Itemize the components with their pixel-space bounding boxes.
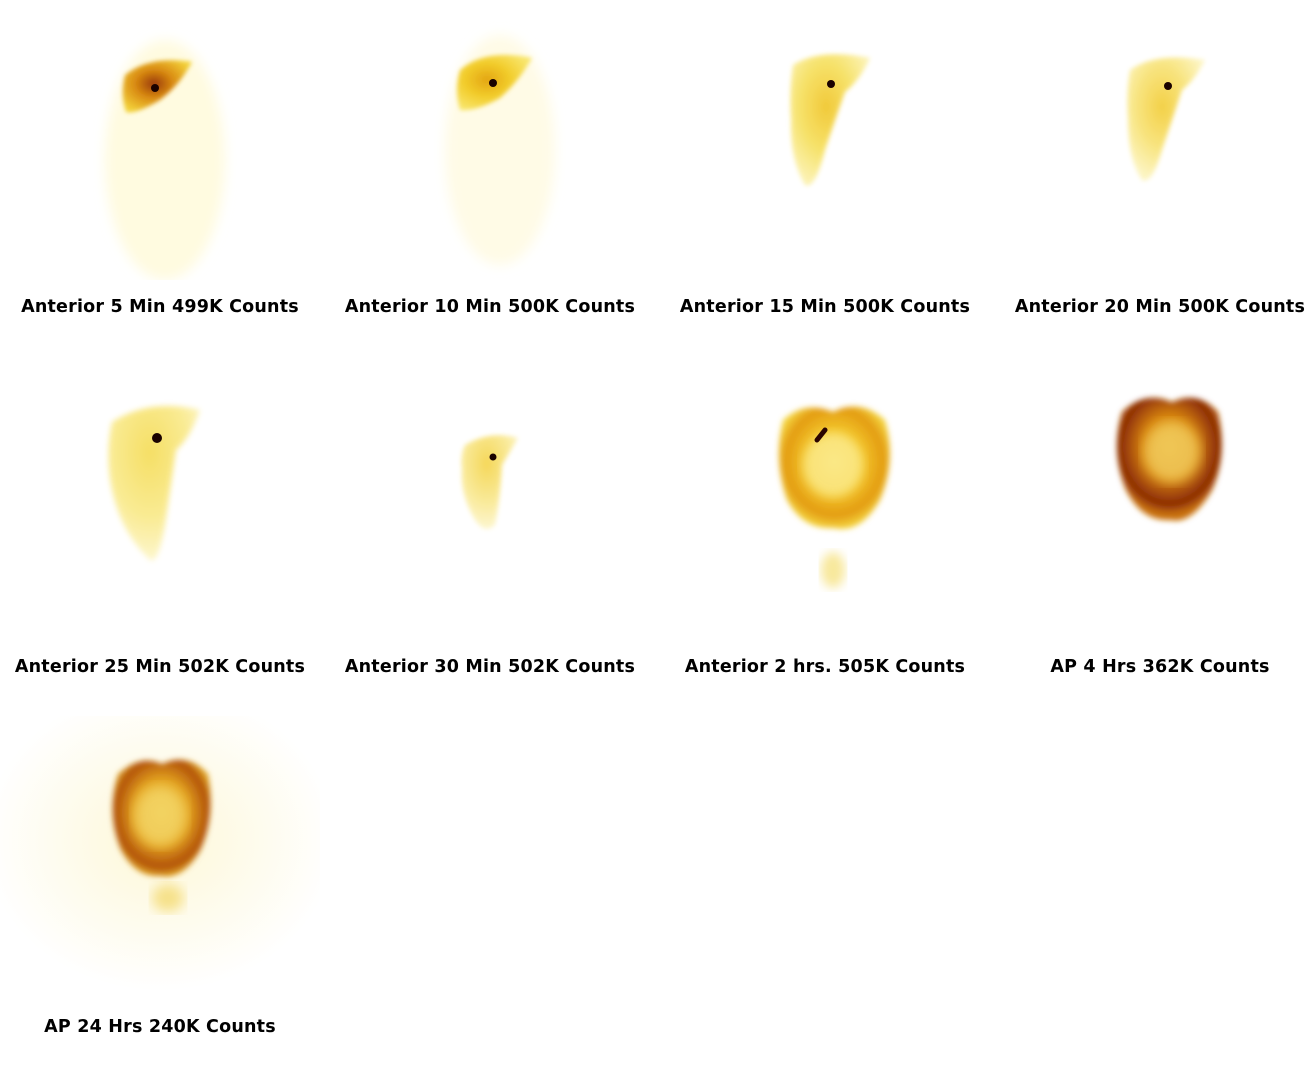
- scan-panel: Anterior 5 Min 499K Counts: [0, 0, 320, 360]
- scan-caption: AP 24 Hrs 240K Counts: [44, 1017, 276, 1037]
- scan-image: [330, 0, 650, 280]
- scan-image: [0, 716, 320, 996]
- scan-caption: Anterior 2 hrs. 505K Counts: [684, 657, 966, 677]
- scan-image: [0, 0, 320, 280]
- scan-panel: Anterior 20 Min 500K Counts: [1000, 0, 1314, 360]
- scan-panel: Anterior 2 hrs. 505K Counts: [665, 360, 985, 720]
- scan-panel: AP 4 Hrs 362K Counts: [1000, 360, 1314, 720]
- scan-panel: Anterior 10 Min 500K Counts: [330, 0, 650, 360]
- scan-panel: Anterior 30 Min 502K Counts: [330, 360, 650, 720]
- scan-caption: AP 4 Hrs 362K Counts: [1050, 657, 1270, 677]
- scan-image: [665, 0, 985, 280]
- scan-caption: Anterior 20 Min 500K Counts: [1014, 297, 1306, 317]
- scan-caption: Anterior 25 Min 502K Counts: [14, 657, 306, 677]
- scan-caption: Anterior 10 Min 500K Counts: [344, 297, 636, 317]
- scan-panel: Anterior 25 Min 502K Counts: [0, 360, 320, 720]
- scan-image-grid: Anterior 5 Min 499K Counts Anterio: [0, 0, 1314, 1037]
- scan-image: [1000, 360, 1314, 640]
- scan-image: [0, 360, 320, 640]
- scan-caption: Anterior 30 Min 502K Counts: [344, 657, 636, 677]
- scan-panel: AP 24 Hrs 240K Counts: [0, 716, 320, 1076]
- scan-image: [330, 360, 650, 640]
- scan-image: [665, 360, 985, 640]
- scan-caption: Anterior 5 Min 499K Counts: [21, 297, 299, 317]
- scan-caption: Anterior 15 Min 500K Counts: [679, 297, 971, 317]
- scan-image: [1000, 0, 1314, 280]
- scan-panel: Anterior 15 Min 500K Counts: [665, 0, 985, 360]
